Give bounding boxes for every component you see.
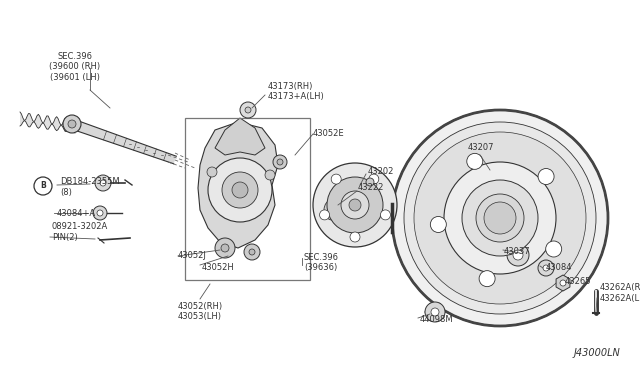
Text: 43052E: 43052E bbox=[313, 129, 344, 138]
Text: 43052J: 43052J bbox=[178, 251, 207, 260]
Text: 43222: 43222 bbox=[358, 183, 385, 192]
Circle shape bbox=[207, 167, 217, 177]
Text: SEC.396
(39600 (RH)
(39601 (LH): SEC.396 (39600 (RH) (39601 (LH) bbox=[49, 52, 100, 82]
Circle shape bbox=[462, 180, 538, 256]
Ellipse shape bbox=[318, 194, 346, 226]
Circle shape bbox=[95, 175, 111, 191]
Circle shape bbox=[249, 249, 255, 255]
Circle shape bbox=[425, 302, 445, 322]
Circle shape bbox=[366, 178, 374, 186]
Circle shape bbox=[245, 107, 251, 113]
Text: 43173(RH)
43173+A(LH): 43173(RH) 43173+A(LH) bbox=[268, 82, 324, 102]
Text: 43052(RH)
43053(LH): 43052(RH) 43053(LH) bbox=[177, 302, 223, 321]
Circle shape bbox=[265, 170, 275, 180]
Circle shape bbox=[484, 202, 516, 234]
Circle shape bbox=[331, 174, 341, 184]
Text: 43262A(RH)
43262A(LH): 43262A(RH) 43262A(LH) bbox=[600, 283, 640, 303]
Circle shape bbox=[208, 158, 272, 222]
Circle shape bbox=[349, 199, 361, 211]
Polygon shape bbox=[198, 122, 278, 248]
Text: DB184-2355M
(8): DB184-2355M (8) bbox=[60, 177, 120, 197]
Circle shape bbox=[313, 163, 397, 247]
Circle shape bbox=[538, 260, 554, 276]
Text: SEC.396
(39636): SEC.396 (39636) bbox=[304, 253, 339, 272]
Circle shape bbox=[369, 174, 379, 184]
Ellipse shape bbox=[324, 200, 340, 220]
Text: 43084+A: 43084+A bbox=[57, 209, 96, 218]
Polygon shape bbox=[322, 168, 388, 240]
Circle shape bbox=[380, 210, 390, 220]
Circle shape bbox=[232, 182, 248, 198]
Circle shape bbox=[34, 177, 52, 195]
Circle shape bbox=[273, 155, 287, 169]
Circle shape bbox=[538, 169, 554, 185]
Circle shape bbox=[222, 172, 258, 208]
Circle shape bbox=[221, 244, 229, 252]
Circle shape bbox=[100, 180, 106, 186]
Circle shape bbox=[240, 102, 256, 118]
Polygon shape bbox=[74, 120, 177, 164]
Circle shape bbox=[467, 153, 483, 169]
Text: 44098M: 44098M bbox=[420, 315, 454, 324]
Circle shape bbox=[404, 122, 596, 314]
Circle shape bbox=[244, 244, 260, 260]
Text: 43207: 43207 bbox=[468, 144, 495, 153]
Circle shape bbox=[513, 250, 523, 260]
Circle shape bbox=[507, 244, 529, 266]
Circle shape bbox=[327, 177, 383, 233]
Text: 43052H: 43052H bbox=[202, 263, 235, 272]
Circle shape bbox=[444, 162, 556, 274]
Circle shape bbox=[414, 132, 586, 304]
Text: J43000LN: J43000LN bbox=[573, 348, 620, 358]
Text: 43084: 43084 bbox=[546, 263, 573, 273]
Polygon shape bbox=[215, 118, 265, 155]
Circle shape bbox=[319, 210, 330, 220]
Circle shape bbox=[63, 115, 81, 133]
Circle shape bbox=[97, 210, 103, 216]
Bar bbox=[185, 118, 310, 280]
Circle shape bbox=[215, 238, 235, 258]
Text: 43265: 43265 bbox=[565, 276, 591, 285]
Polygon shape bbox=[20, 112, 75, 133]
Circle shape bbox=[431, 308, 439, 316]
Circle shape bbox=[277, 159, 283, 165]
Text: 43202: 43202 bbox=[368, 167, 394, 176]
Circle shape bbox=[560, 280, 566, 286]
Circle shape bbox=[430, 217, 446, 232]
Text: 08921-3202A
PIN(2): 08921-3202A PIN(2) bbox=[52, 222, 108, 242]
Circle shape bbox=[546, 241, 562, 257]
Circle shape bbox=[93, 206, 107, 220]
Circle shape bbox=[543, 265, 549, 271]
Text: B: B bbox=[40, 182, 46, 190]
Circle shape bbox=[341, 191, 369, 219]
Polygon shape bbox=[556, 275, 570, 291]
Circle shape bbox=[392, 110, 608, 326]
Circle shape bbox=[350, 232, 360, 242]
Circle shape bbox=[68, 120, 76, 128]
Circle shape bbox=[479, 271, 495, 287]
Polygon shape bbox=[425, 303, 445, 321]
Circle shape bbox=[476, 194, 524, 242]
Text: 43037: 43037 bbox=[504, 247, 531, 257]
